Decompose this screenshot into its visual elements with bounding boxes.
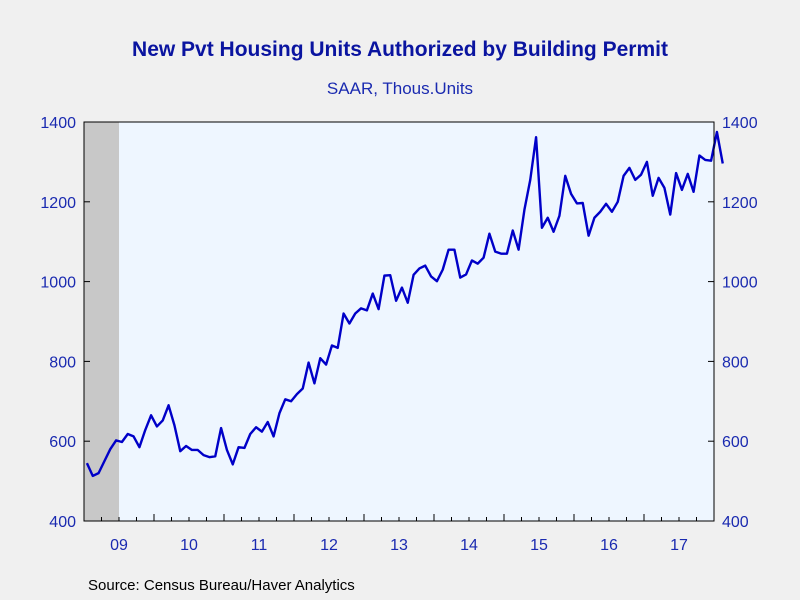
chart-title: New Pvt Housing Units Authorized by Buil… [132, 38, 668, 61]
x-tick-label: 10 [180, 537, 198, 554]
y-tick-label-right: 1000 [722, 275, 758, 292]
y-tick-label-right: 1400 [722, 115, 758, 132]
y-tick-label-right: 600 [722, 434, 749, 451]
y-tick-label-left: 1200 [40, 195, 76, 212]
y-tick-label-right: 1200 [722, 195, 758, 212]
x-tick-label: 14 [460, 537, 478, 554]
source-note: Source: Census Bureau/Haver Analytics [88, 577, 355, 594]
y-tick-label-left: 600 [49, 434, 76, 451]
series-line-0 [85, 130, 724, 478]
y-tick-label-right: 800 [722, 354, 749, 371]
x-tick-label: 11 [251, 537, 268, 554]
chart-subtitle: SAAR, Thous.Units [326, 79, 474, 98]
x-tick-label: 17 [670, 537, 688, 554]
y-tick-label-left: 1000 [40, 275, 76, 292]
recession-shade [84, 122, 119, 521]
x-tick-label: 16 [600, 537, 618, 554]
x-tick-label: 15 [530, 537, 548, 554]
x-tick-label: 09 [110, 537, 128, 554]
y-tick-label-left: 400 [49, 514, 76, 531]
plot-area [84, 122, 714, 521]
x-tick-label: 12 [320, 537, 338, 554]
y-tick-label-right: 400 [722, 514, 749, 531]
y-tick-label-left: 800 [49, 354, 76, 371]
y-tick-label-left: 1400 [40, 115, 76, 132]
x-tick-label: 13 [390, 537, 408, 554]
